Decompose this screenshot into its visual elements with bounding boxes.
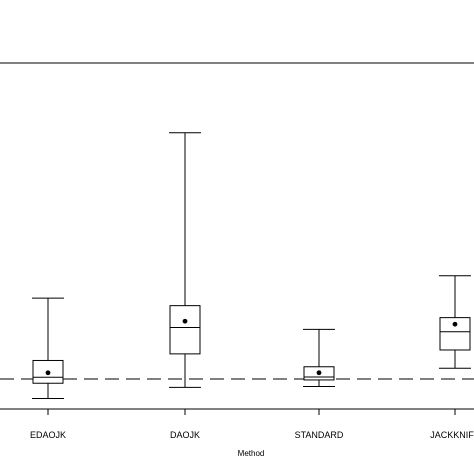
iqr-box bbox=[169, 305, 201, 355]
boxes-layer bbox=[32, 132, 471, 400]
box-standard bbox=[303, 328, 335, 388]
box-edaojk bbox=[32, 297, 64, 400]
x-axis: EDAOJK DAOJK STANDARD JACKKNIFE bbox=[30, 409, 474, 440]
mean-marker bbox=[316, 370, 322, 376]
plot-frame bbox=[0, 62, 474, 410]
box-jackknife bbox=[439, 275, 471, 369]
mean-marker bbox=[452, 321, 458, 327]
x-axis-title: Method bbox=[238, 449, 265, 458]
x-tick-label: STANDARD bbox=[295, 430, 344, 440]
box-daojk bbox=[169, 132, 201, 388]
mean-marker bbox=[45, 370, 51, 376]
x-tick-label: EDAOJK bbox=[30, 430, 66, 440]
mean-marker bbox=[182, 318, 188, 324]
x-tick-label: JACKKNIFE bbox=[430, 430, 474, 440]
x-tick-label: DAOJK bbox=[170, 430, 200, 440]
